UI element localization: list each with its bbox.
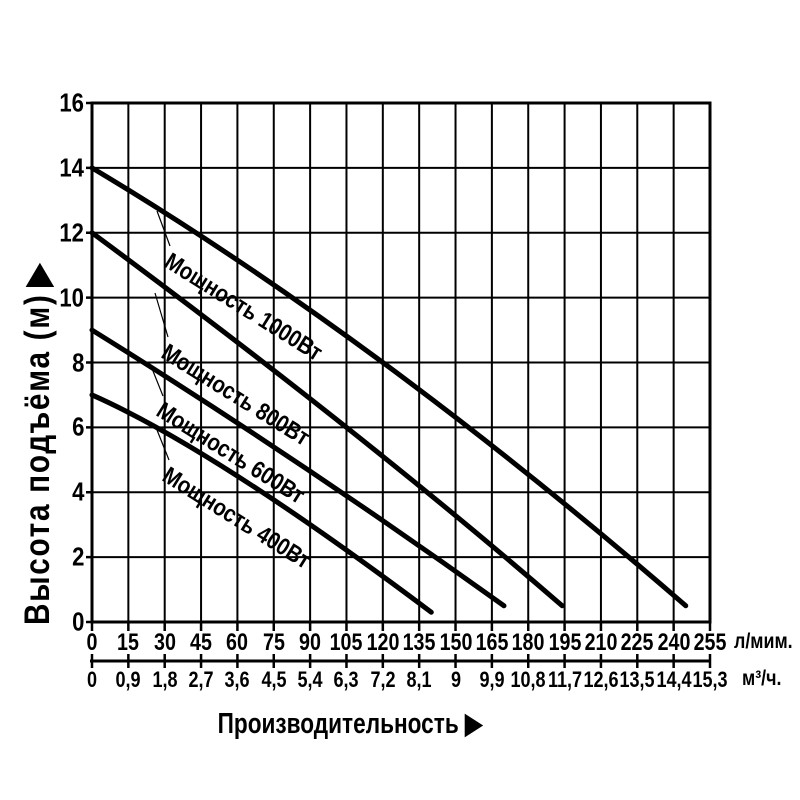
x-tick-label-m3h: 2,7 [188,667,214,692]
x-tick-label-m3h: 0 [86,667,98,692]
y-tick-label: 12 [59,217,84,248]
x-axis-title-text: Производительность [217,708,459,740]
pump-curve-800w [89,230,565,609]
y-tick-label: 2 [71,541,84,572]
plot-border [90,101,712,624]
x-tick-label-m3h: 11,7 [547,667,582,692]
x-tick-label-m3h: 14,4 [656,667,692,692]
x-tick-label-m3h: 0,9 [115,667,141,692]
x-tick-label-lpm: 30 [153,629,176,656]
x-tick-label-lpm: 120 [366,629,400,656]
x-tick-label-m3h: 5,4 [297,667,323,692]
pump-curve-600w [89,327,507,609]
x-axis-unit-lpm: л/мим. [734,630,793,653]
y-tick-label: 14 [59,152,84,183]
x-tick-label-m3h: 3,6 [224,667,250,692]
x-axis-unit-m3h: м³/ч. [742,667,782,690]
x-tick-label-m3h: 15,3 [692,667,728,692]
x-tick-label-m3h: 6,3 [333,667,360,692]
x-tick-label-lpm: 150 [439,629,472,656]
y-tick-label: 4 [71,476,84,507]
x-tick-label-lpm: 135 [402,629,436,656]
x-tick-label-lpm: 165 [475,629,509,656]
secondary-axis-line [90,654,712,668]
x-tick-label-lpm: 240 [657,629,691,656]
y-tick-label: 0 [71,606,84,637]
y-tick-label: 8 [71,347,84,377]
x-tick-label-lpm: 0 [86,629,98,656]
y-tick-label: 6 [71,411,84,442]
x-tick-label-m3h: 7,2 [370,667,396,692]
pump-curves [89,165,689,615]
x-tick-label-m3h: 8,1 [406,667,432,692]
x-tick-label-m3h: 12,6 [583,667,619,692]
x-tick-label-lpm: 225 [620,629,654,656]
x-tick-label-lpm: 180 [511,629,545,656]
x-axis-title: Производительность ▶ [202,706,498,741]
y-tick-label: 16 [59,87,84,118]
x-tick-label-lpm: 105 [330,629,363,656]
x-tick-label-lpm: 75 [262,629,285,656]
x-tick-label-lpm: 60 [226,629,249,656]
up-arrow-icon: ▶ [18,263,57,287]
right-arrow-icon: ▶ [464,708,483,740]
x-tick-label-m3h: 1,8 [152,667,178,692]
label-leader-lines [150,210,171,461]
x-tick-label-lpm: 255 [693,629,727,656]
x-tick-label-m3h: 4,5 [261,667,287,692]
x-tick-label-lpm: 195 [548,629,581,656]
x-tick-label-m3h: 9 [450,667,461,692]
pump-curve-400w [89,392,434,615]
y-tick-label: 10 [59,282,84,313]
x-tick-label-lpm: 90 [299,629,322,656]
leader-line [154,424,170,461]
pump-curve-1000w [89,165,689,609]
leader-line [150,365,164,397]
x-tick-label-m3h: 9,9 [479,667,505,692]
leader-line [154,292,169,338]
y-axis-title-text: Высота подъёма (м) [18,293,57,625]
leader-line [156,210,171,247]
x-tick-label-m3h: 10,8 [510,667,546,692]
y-axis-title: Высота подъёма (м) ▶ [18,264,58,625]
x-tick-label-m3h: 13,5 [619,667,655,692]
x-tick-label-lpm: 45 [190,629,212,656]
x-tick-label-lpm: 210 [584,629,618,656]
x-tick-label-lpm: 15 [117,629,140,656]
